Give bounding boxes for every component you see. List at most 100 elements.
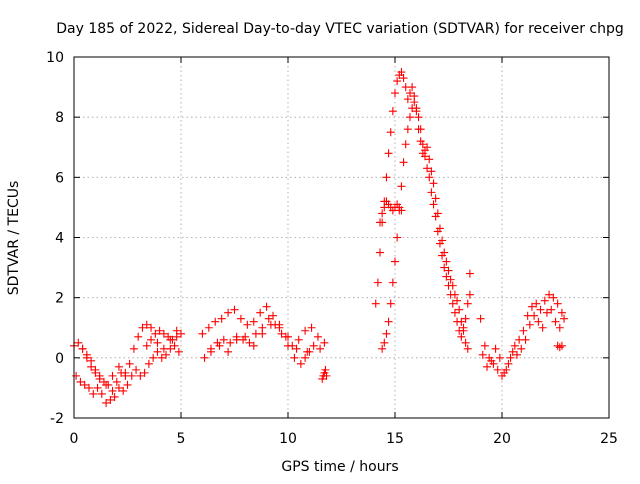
data-point — [388, 107, 397, 116]
data-point — [211, 317, 220, 326]
x-tick-label: 15 — [386, 431, 404, 447]
data-point — [557, 341, 566, 350]
data-point — [378, 209, 387, 218]
data-point — [408, 83, 417, 92]
data-point — [448, 281, 457, 290]
data-point — [217, 314, 226, 323]
data-point — [500, 368, 509, 377]
data-point — [170, 341, 179, 350]
data-point — [132, 365, 141, 374]
data-point — [444, 266, 453, 275]
x-tick-label: 0 — [70, 431, 79, 447]
data-point — [410, 98, 419, 107]
data-points — [70, 68, 569, 407]
data-point — [371, 299, 380, 308]
data-point — [89, 389, 98, 398]
data-point — [224, 347, 233, 356]
data-point — [320, 338, 329, 347]
data-point — [440, 263, 449, 272]
data-point — [264, 314, 273, 323]
y-tick-label: -2 — [50, 411, 64, 427]
data-point — [284, 341, 292, 350]
data-point — [157, 353, 166, 362]
data-point — [72, 371, 81, 380]
data-point — [200, 353, 209, 362]
data-point — [269, 311, 278, 320]
data-point — [487, 356, 496, 365]
data-point — [177, 329, 185, 338]
data-point — [510, 341, 519, 350]
data-point — [532, 299, 541, 308]
data-point — [384, 149, 393, 158]
data-point — [391, 257, 399, 266]
data-point — [256, 308, 265, 317]
data-point — [87, 362, 96, 371]
data-point — [527, 302, 536, 311]
data-point — [277, 329, 286, 338]
data-point — [525, 320, 534, 329]
data-point — [521, 335, 530, 344]
data-point — [450, 290, 459, 299]
data-point — [301, 326, 310, 335]
data-point — [480, 341, 489, 350]
data-point — [386, 299, 395, 308]
data-point — [134, 332, 143, 341]
data-point — [459, 326, 468, 335]
data-point — [162, 350, 171, 359]
data-point — [147, 335, 156, 344]
data-point — [119, 386, 128, 395]
y-tick-label: 4 — [55, 231, 64, 247]
data-point — [140, 368, 149, 377]
data-point — [457, 317, 466, 326]
data-point — [112, 377, 121, 386]
data-point — [321, 365, 330, 374]
data-point — [453, 296, 462, 305]
data-point — [399, 74, 408, 83]
data-point — [284, 332, 292, 341]
data-point — [435, 224, 444, 233]
data-point — [230, 305, 239, 314]
data-point — [110, 392, 119, 401]
data-point — [465, 290, 474, 299]
data-point — [313, 332, 322, 341]
data-point — [159, 344, 168, 353]
data-point — [463, 299, 472, 308]
chart-title: Day 185 of 2022, Sidereal Day-to-day VTE… — [56, 21, 624, 37]
data-point — [243, 320, 252, 329]
data-point — [102, 380, 111, 389]
data-point — [127, 371, 136, 380]
data-point — [448, 299, 457, 308]
data-point — [226, 338, 235, 347]
data-point — [149, 353, 158, 362]
data-point — [224, 308, 233, 317]
data-point — [106, 395, 115, 404]
data-point — [408, 104, 417, 113]
data-point — [519, 326, 528, 335]
data-point — [108, 371, 117, 380]
data-point — [412, 107, 421, 116]
data-point — [123, 380, 132, 389]
data-point — [517, 344, 526, 353]
data-point — [478, 350, 487, 359]
data-point — [266, 320, 275, 329]
data-point — [82, 353, 91, 362]
y-tick-label: 6 — [55, 170, 64, 186]
data-point — [427, 167, 436, 176]
data-point — [296, 359, 305, 368]
data-point — [138, 323, 147, 332]
data-point — [446, 275, 455, 284]
data-point — [405, 89, 414, 98]
data-point — [91, 368, 100, 377]
data-point — [174, 347, 183, 356]
data-point — [438, 236, 447, 245]
data-point — [290, 353, 299, 362]
data-point — [536, 305, 545, 314]
data-point — [397, 206, 406, 215]
data-point — [545, 290, 554, 299]
data-point — [463, 344, 472, 353]
data-point — [275, 323, 284, 332]
data-point — [534, 317, 543, 326]
data-point — [506, 353, 515, 362]
